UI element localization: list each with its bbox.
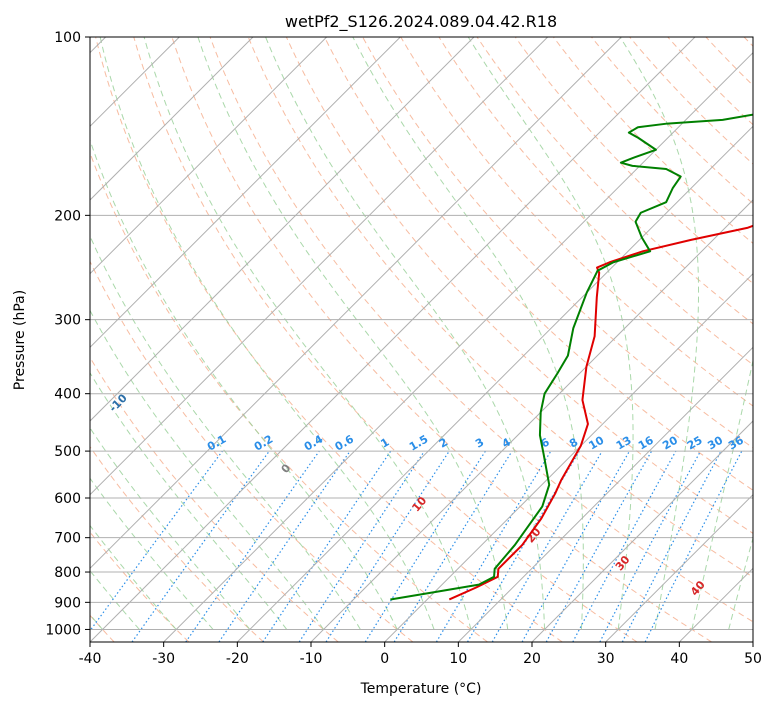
mixing-ratio-line: [644, 450, 743, 642]
moist-adiabat-line: [90, 427, 251, 630]
moist-adiabat-line: [90, 234, 361, 630]
isotherm-line: [163, 51, 753, 642]
mixing-ratio-line: [262, 450, 392, 642]
y-tick-label: 400: [54, 387, 81, 403]
y-tick-label: 100: [54, 30, 81, 46]
x-axis-title: Temperature (°C): [360, 681, 482, 697]
dry-adiabat-line: [209, 37, 753, 623]
isotherm-line: [752, 641, 753, 642]
x-tick-label: -30: [152, 651, 175, 667]
mixing-ratio-line: [131, 450, 270, 642]
plot-background: [90, 37, 753, 642]
x-tick-label: -40: [79, 651, 102, 667]
dry-adiabat-label: -20: [26, 352, 49, 375]
isotherm-line: [90, 37, 401, 349]
dry-adiabat-line: [90, 260, 414, 642]
y-tick-label: 500: [54, 444, 81, 460]
mixing-ratio-line: [393, 450, 513, 642]
moist-adiabat-line: [90, 309, 324, 630]
isotherm-line: [90, 37, 696, 642]
isotherm-line: [90, 37, 622, 570]
isotherm-line: [90, 37, 475, 422]
dry-adiabat-line: [171, 37, 712, 642]
dewpoint-profile-line: [390, 113, 753, 601]
isotherm-line: [531, 420, 753, 642]
y-tick-label: 300: [54, 313, 81, 329]
dry-adiabat-line: [324, 37, 753, 491]
chart-title: wetPf2_S126.2024.089.04.42.R18: [285, 12, 557, 32]
y-tick-label: 700: [54, 531, 81, 547]
isotherm-line: [236, 125, 753, 642]
tick-layer: -40 -30 -20 -10 0 10 20 30 40 50 100 200 300 400 500 60…: [45, 30, 762, 667]
y-tick-label: 600: [54, 491, 81, 507]
dry-adiabat-line: [90, 445, 264, 642]
isotherm-line: [90, 37, 549, 496]
moist-adiabat-line: [265, 37, 546, 630]
mixing-ratio-line: [545, 450, 653, 642]
mixing-ratio-line: [90, 450, 223, 632]
temperature-profile-line: [448, 224, 753, 601]
isotherm-line: [384, 272, 753, 642]
dry-adiabat-line: [95, 37, 563, 642]
dry-adiabat-line: [285, 37, 753, 534]
x-tick-label: 50: [744, 651, 762, 667]
mixing-ratio-line: [185, 450, 320, 642]
dry-adiabat-line: [514, 37, 753, 285]
x-tick-label: 20: [523, 651, 541, 667]
y-tick-label: 1000: [45, 622, 81, 638]
background-lines: [90, 37, 775, 642]
moist-adiabat-line: [90, 477, 214, 630]
y-tick-label: 900: [54, 595, 81, 611]
moist-adiabat-line: [90, 138, 398, 630]
moist-adiabat-line: [90, 569, 140, 630]
isotherm-line: [90, 37, 254, 201]
mixing-ratio-line: [218, 450, 351, 642]
moist-adiabat-line: [728, 536, 753, 630]
sounding-series-layer: [390, 113, 753, 601]
moist-adiabat-line: [197, 37, 509, 630]
isotherm-line: [310, 199, 753, 642]
moist-adiabat-line: [90, 524, 177, 630]
moist-adiabat-line: [467, 37, 634, 630]
x-tick-label: 0: [380, 651, 389, 667]
moist-adiabat-line: [691, 358, 753, 630]
moist-adiabat-line: [90, 371, 288, 630]
x-tick-label: -10: [300, 651, 323, 667]
y-tick-label: 200: [54, 208, 81, 224]
isotherm-line: [90, 37, 328, 275]
y-axis-title: Pressure (hPa): [12, 290, 28, 390]
moist-adiabat-line: [766, 37, 775, 629]
dry-adiabat-line: [90, 356, 339, 642]
moist-adiabat-line: [99, 37, 435, 630]
y-tick-label: 800: [54, 565, 81, 581]
x-tick-label: 40: [670, 651, 688, 667]
moist-adiabat-line: [352, 37, 584, 630]
mixing-ratio-line: [572, 450, 677, 642]
isotherm-line: [457, 346, 753, 642]
dry-adiabat-line: [476, 37, 753, 325]
isotherm-line: [605, 493, 753, 642]
mixing-ratio-line: [325, 450, 450, 642]
x-tick-label: 10: [449, 651, 467, 667]
x-tick-label: -20: [226, 651, 249, 667]
mixing-ratio-line: [298, 450, 425, 642]
x-tick-label: 30: [597, 651, 615, 667]
moist-adiabat-line: [619, 37, 700, 630]
dry-adiabat-line: [247, 37, 753, 578]
mixing-ratio-line: [521, 450, 631, 642]
dry-adiabat-line: [133, 37, 638, 642]
plot-frame: [89, 36, 754, 643]
